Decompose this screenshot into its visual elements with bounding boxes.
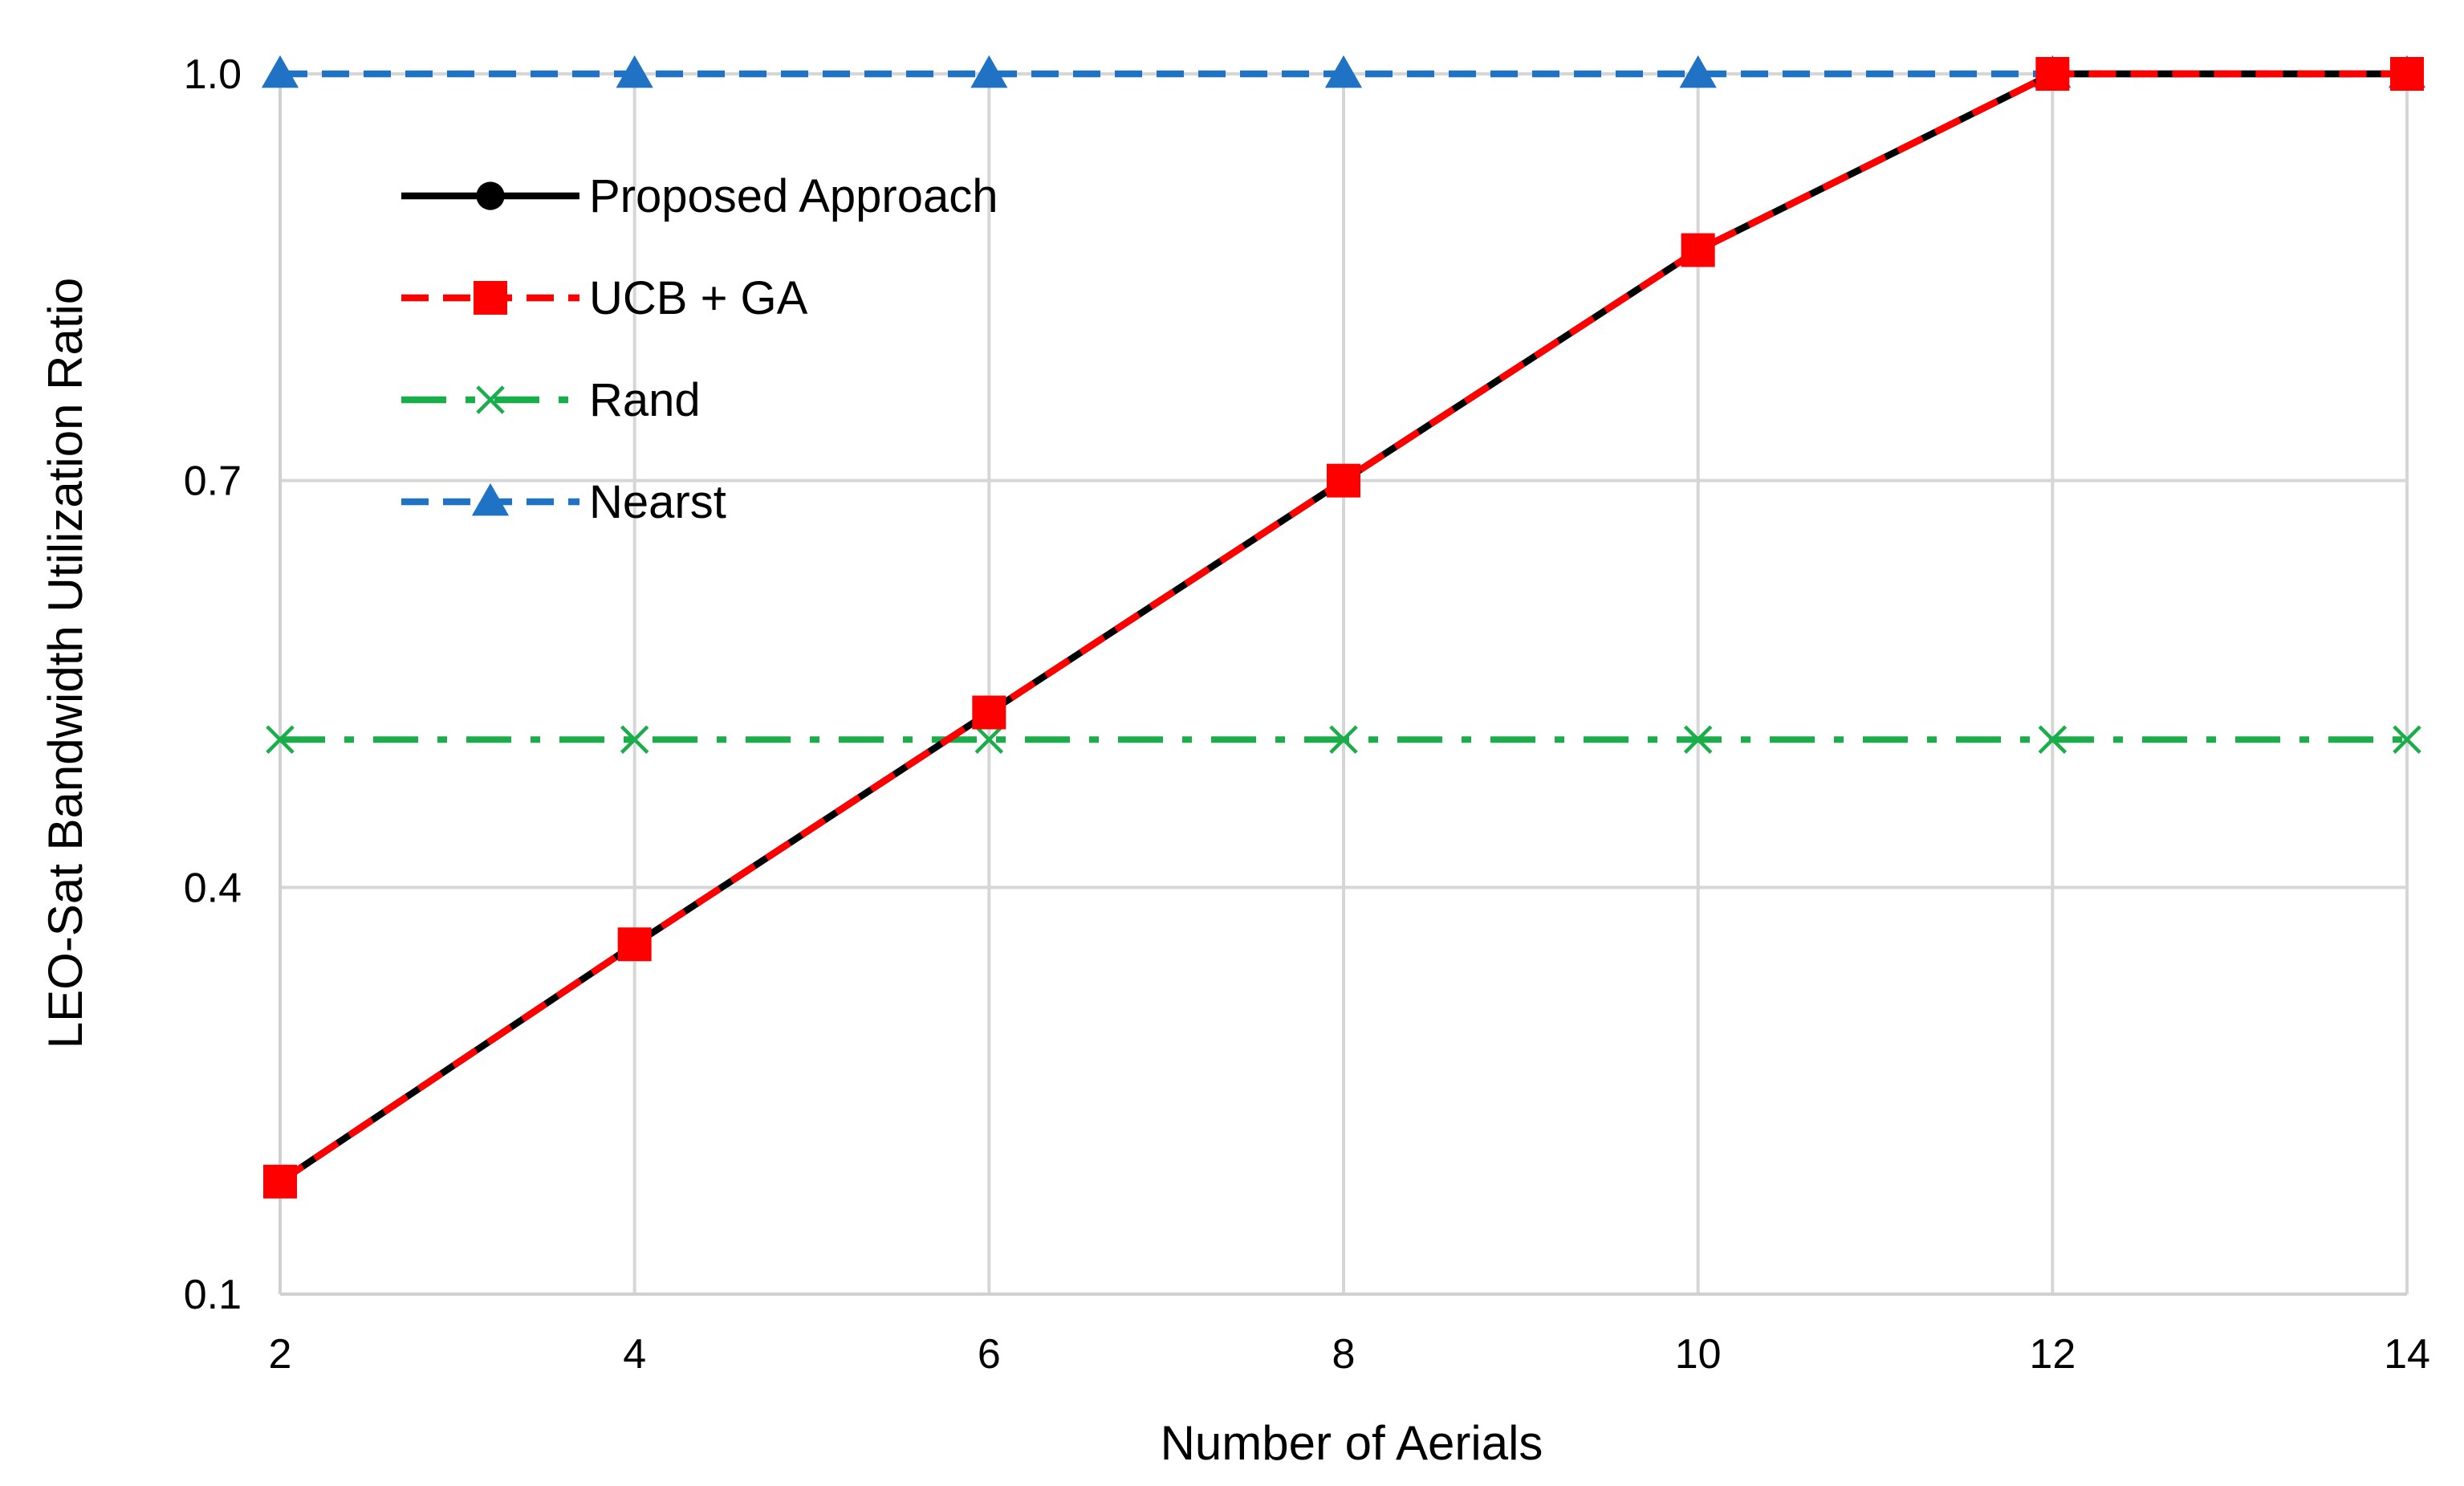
legend-item: Nearst — [401, 476, 726, 528]
x-axis-title: Number of Aerials — [1161, 1416, 1543, 1470]
legend-label: Nearst — [589, 476, 726, 528]
series-group — [261, 55, 2426, 1199]
legend-label: Proposed Approach — [589, 170, 998, 222]
data-point — [1681, 233, 1715, 267]
data-point — [2038, 725, 2068, 754]
x-tick-label: 2 — [269, 1331, 292, 1378]
x-marker-stroke — [620, 725, 649, 754]
legend-marker — [476, 181, 505, 210]
data-point — [1327, 463, 1360, 498]
data-point — [1324, 55, 1363, 88]
data-point — [970, 55, 1008, 88]
x-marker-stroke — [476, 385, 505, 414]
legend-item: Proposed Approach — [401, 170, 998, 222]
data-point — [620, 725, 649, 754]
legend-item: UCB + GA — [401, 272, 808, 324]
x-tick-label: 8 — [1332, 1331, 1356, 1378]
axes — [279, 74, 2407, 1296]
x-tick-label: 6 — [978, 1331, 1001, 1378]
data-point — [974, 725, 1004, 754]
x-marker-stroke — [2038, 725, 2068, 754]
data-point — [2035, 57, 2070, 91]
data-point — [616, 55, 653, 88]
y-tick-label: 0.1 — [184, 1272, 242, 1318]
x-marker-stroke — [2393, 725, 2421, 754]
legend-marker — [476, 385, 505, 414]
series-ucb-ga — [263, 57, 2424, 1199]
series-rand — [266, 725, 2421, 754]
data-point — [1679, 55, 1717, 88]
x-tick-label: 4 — [623, 1331, 646, 1378]
data-point — [263, 1164, 297, 1199]
y-tick-label: 0.7 — [184, 458, 242, 505]
x-marker-stroke — [1683, 725, 1713, 754]
legend: Proposed Approach UCB + GA Rand Nearst — [401, 170, 998, 528]
y-tick-label: 1.0 — [184, 51, 242, 98]
y-axis-title: LEO-Sat Bandwidth Utilization Ratio — [39, 278, 92, 1048]
x-tick-label: 10 — [1675, 1331, 1722, 1378]
data-point — [1329, 725, 1358, 754]
x-tick-label: 14 — [2384, 1331, 2430, 1378]
x-marker-stroke — [974, 725, 1004, 754]
y-tick-label: 0.4 — [184, 865, 242, 911]
data-point — [1683, 725, 1713, 754]
x-marker-stroke — [266, 725, 295, 754]
data-point — [617, 927, 652, 962]
legend-marker — [471, 482, 510, 516]
x-tick-label: 12 — [2029, 1331, 2076, 1378]
grid — [280, 72, 2409, 1294]
tick-labels: 2 4 6 8 10 12 14 0.1 0.4 0.7 1.0 — [184, 51, 2430, 1378]
x-marker-stroke — [1329, 725, 1358, 754]
data-point — [2393, 725, 2421, 754]
legend-label: UCB + GA — [589, 272, 808, 324]
data-point — [266, 725, 295, 754]
data-point — [972, 695, 1006, 730]
data-point — [261, 55, 299, 88]
legend-marker — [474, 281, 507, 315]
data-point — [2390, 57, 2424, 91]
legend-label: Rand — [589, 374, 701, 426]
legend-item: Rand — [401, 374, 701, 426]
